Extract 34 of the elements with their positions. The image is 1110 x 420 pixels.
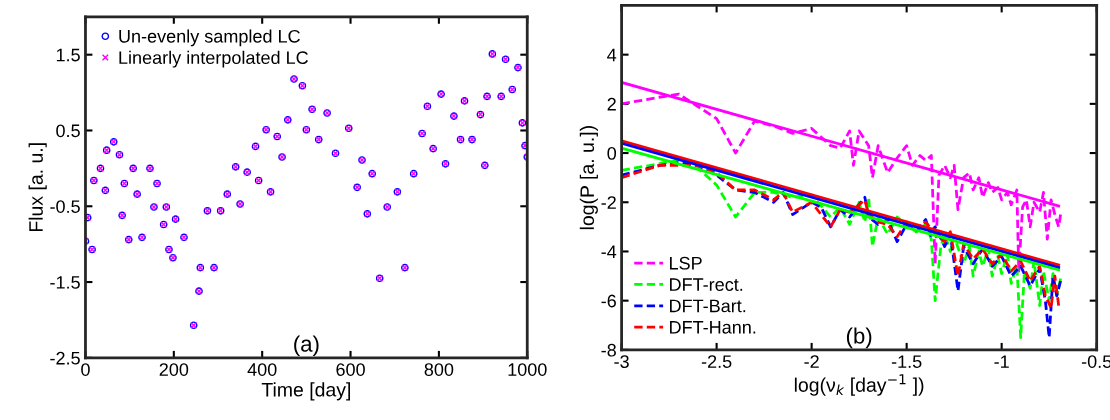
x-tick-label: 0 <box>81 363 90 376</box>
y-tick-label: -0.5 <box>50 200 80 213</box>
y-axis-title: Flux [a. u.] <box>28 143 47 232</box>
x-tick-label: -1 <box>994 355 1009 368</box>
y-tick-label: -1.5 <box>50 276 80 289</box>
x-tick-label: -2.5 <box>701 355 732 368</box>
x-tick-label: -1.5 <box>891 355 922 368</box>
y-axis-title: log(P [a. u.]) <box>579 126 598 230</box>
x-tick-label: 400 <box>247 363 277 376</box>
legend-label: DFT-Bart. <box>670 299 746 313</box>
y-tick-label: 4 <box>607 48 617 62</box>
x-tick-label: 200 <box>159 363 189 376</box>
x-axis-title: log(ν$_{k}$ [day$^{−1}$ ]) <box>794 374 924 396</box>
legend-label: Un-evenly sampled LC <box>119 29 300 47</box>
y-tick-label: -4 <box>601 245 617 258</box>
legend-label: DFT-Hann. <box>670 321 756 334</box>
x-tick-label: -3 <box>614 355 629 368</box>
x-tick-label: 600 <box>336 363 365 376</box>
x-tick-label: -2 <box>804 355 819 368</box>
y-tick-label: 1.5 <box>56 48 80 62</box>
y-tick-label: 0 <box>607 146 617 160</box>
y-tick-label: -8 <box>601 343 616 357</box>
y-tick-label: 0.5 <box>56 124 80 138</box>
annotation: (a) <box>294 335 319 357</box>
y-tick-label: -2 <box>601 196 616 209</box>
legend-label: DFT-rect. <box>670 278 743 291</box>
y-tick-label: -6 <box>601 294 616 308</box>
x-tick-label: 1000 <box>508 363 547 376</box>
x-axis-title: Time [day] <box>261 382 350 401</box>
x-tick-label: 800 <box>424 363 454 376</box>
legend-label: Linearly interpolated LC <box>119 50 308 68</box>
legend-label: LSP <box>670 256 702 270</box>
y-tick-label: 2 <box>607 97 616 111</box>
annotation: (b) <box>846 327 872 349</box>
